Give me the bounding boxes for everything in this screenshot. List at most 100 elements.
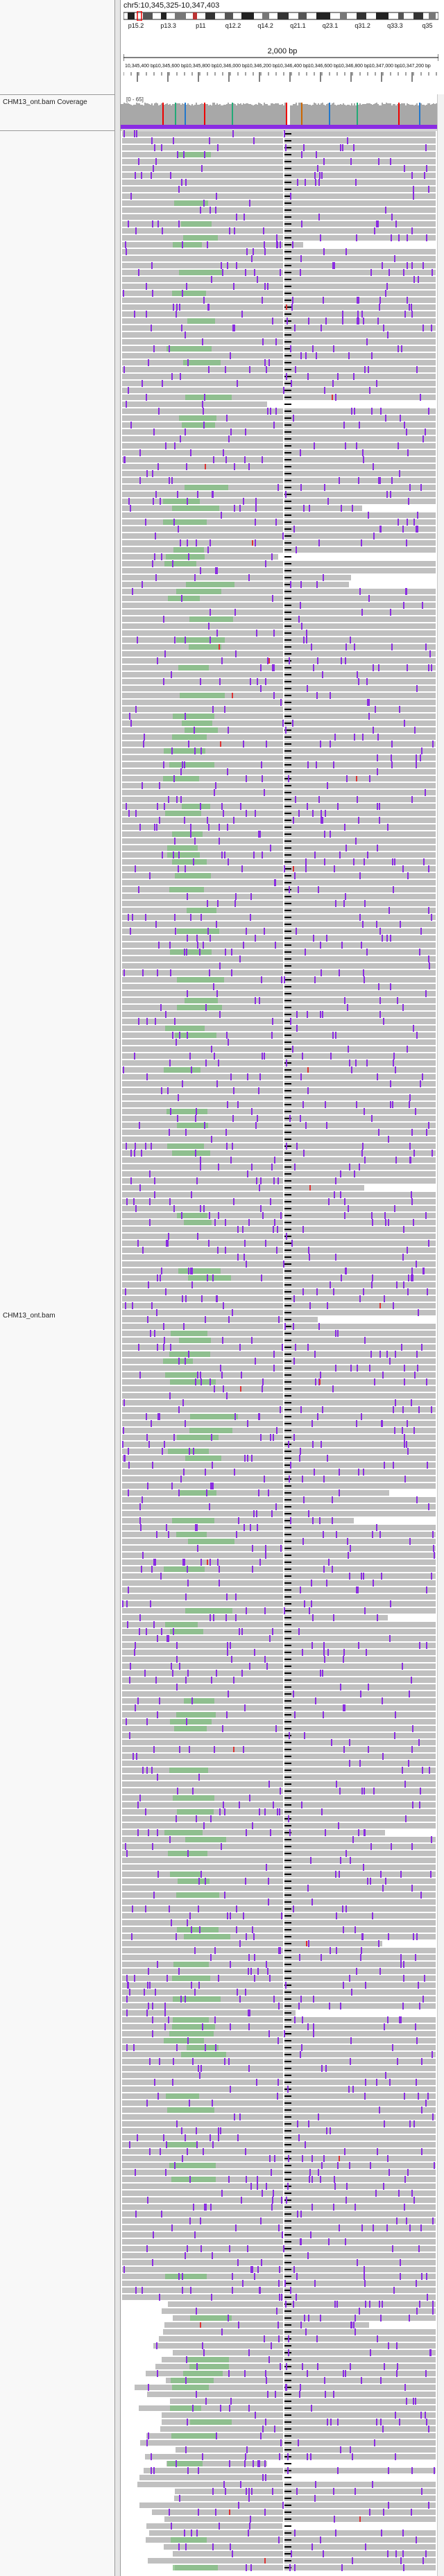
alignment-reads[interactable] <box>121 130 437 2576</box>
insertion-marker <box>260 2218 262 2224</box>
insertion-marker <box>178 221 180 227</box>
coverage-bar <box>298 103 300 128</box>
deletion-gap <box>283 2371 284 2376</box>
alignment-track-name[interactable]: CHM13_ont.bam <box>3 1312 56 1320</box>
deletion <box>284 2518 291 2520</box>
read-row <box>122 1268 436 1274</box>
vertical-scrollbar[interactable] <box>437 94 444 2576</box>
insertion-marker <box>284 1323 286 1330</box>
insertion-marker <box>192 1788 194 1795</box>
insertion-marker <box>324 387 325 394</box>
chromosome-ideogram[interactable] <box>123 11 438 21</box>
read <box>122 1733 436 1738</box>
insertion-marker <box>224 1808 225 1815</box>
deletion <box>284 230 291 232</box>
read-row <box>122 2238 436 2245</box>
insertion-marker <box>190 1268 191 1274</box>
mismatch-block <box>185 395 232 400</box>
insertion-marker <box>217 144 219 151</box>
deletion-gap <box>283 2468 284 2473</box>
read-row <box>122 1996 436 2003</box>
insertion-marker <box>278 2322 279 2328</box>
insertion-marker <box>144 734 145 741</box>
coverage-bar <box>271 103 272 128</box>
insertion-marker <box>253 852 255 858</box>
insertion-marker <box>289 886 290 893</box>
insertion-marker <box>221 657 223 664</box>
insertion-marker <box>316 761 317 768</box>
deletion-gap <box>283 1573 284 1579</box>
insertion-marker <box>125 241 126 248</box>
insertion-marker <box>343 1926 344 1933</box>
alignment-data-panel[interactable]: [0 - 65] <box>121 94 444 2576</box>
insertion-marker <box>153 2231 154 2238</box>
insertion-marker <box>365 2301 366 2308</box>
insertion-marker <box>176 1642 178 1649</box>
read <box>122 949 436 955</box>
insertion-marker <box>357 311 359 318</box>
read <box>122 318 436 324</box>
insertion-marker <box>266 1961 267 1968</box>
read <box>122 1781 436 1787</box>
read-row <box>166 2377 436 2384</box>
read-row <box>122 990 436 997</box>
insertion-marker <box>200 2245 202 2252</box>
read-row <box>122 720 436 727</box>
deletion-gap <box>283 1136 284 1142</box>
insertion-marker <box>228 435 230 442</box>
read-row <box>122 1302 436 1309</box>
read-row <box>122 803 436 810</box>
coverage-track[interactable]: [0 - 65] <box>121 94 444 130</box>
read-row <box>122 1143 436 1150</box>
deletion-gap <box>283 1747 284 1752</box>
insertion-marker <box>171 373 173 380</box>
deletion <box>284 1236 291 1237</box>
insertion-marker <box>356 234 357 241</box>
cytoband-label: p11 <box>196 22 206 29</box>
deletion-gap <box>283 2440 284 2446</box>
coverage-bar <box>344 105 345 128</box>
position-ruler[interactable]: 10,345,400 bp 10,345,600 bp 10,345,800 bp 1… <box>123 64 438 92</box>
read <box>122 395 436 400</box>
deletion <box>284 1998 291 2000</box>
mismatch-block <box>164 748 205 754</box>
read-row <box>122 1593 436 1600</box>
coverage-bar <box>382 103 383 128</box>
insertion-marker <box>368 713 370 720</box>
insertion-marker <box>182 1080 183 1087</box>
insertion-marker <box>307 803 308 810</box>
deletion-gap <box>283 1143 284 1149</box>
insertion-marker <box>156 1531 157 1538</box>
cytoband-label: q33.3 <box>387 22 403 29</box>
insertion-marker <box>404 1441 405 1448</box>
deletion <box>284 1111 291 1112</box>
insertion-marker <box>384 1212 386 1219</box>
deletion-gap <box>283 1553 284 1558</box>
insertion-marker <box>178 2543 180 2550</box>
insertion-marker <box>263 227 264 234</box>
insertion-marker <box>185 637 186 643</box>
insertion-marker <box>344 1704 345 1711</box>
insertion-marker <box>342 144 343 151</box>
insertion-marker <box>323 1476 325 1483</box>
read-row <box>122 1912 436 1919</box>
coverage-bar <box>359 103 361 128</box>
insertion-marker <box>221 512 222 519</box>
deletion-gap <box>283 2551 284 2557</box>
coverage-bar <box>409 105 411 128</box>
insertion-marker <box>418 1406 420 1413</box>
deletion-gap <box>283 915 284 920</box>
insertion-marker <box>233 817 234 824</box>
read-row <box>122 706 436 713</box>
insertion-marker <box>273 2190 274 2197</box>
insertion-marker <box>361 2224 363 2231</box>
insertion-marker <box>214 1947 216 1954</box>
coverage-track-name[interactable]: CHM13_ont.bam Coverage <box>3 98 87 106</box>
insertion-marker <box>285 2301 287 2308</box>
deletion <box>284 1041 291 1043</box>
mismatch-block <box>177 152 211 157</box>
read-row <box>122 2009 296 2016</box>
read-row <box>122 255 436 262</box>
insertion-marker <box>157 1829 158 1836</box>
read <box>122 304 436 310</box>
